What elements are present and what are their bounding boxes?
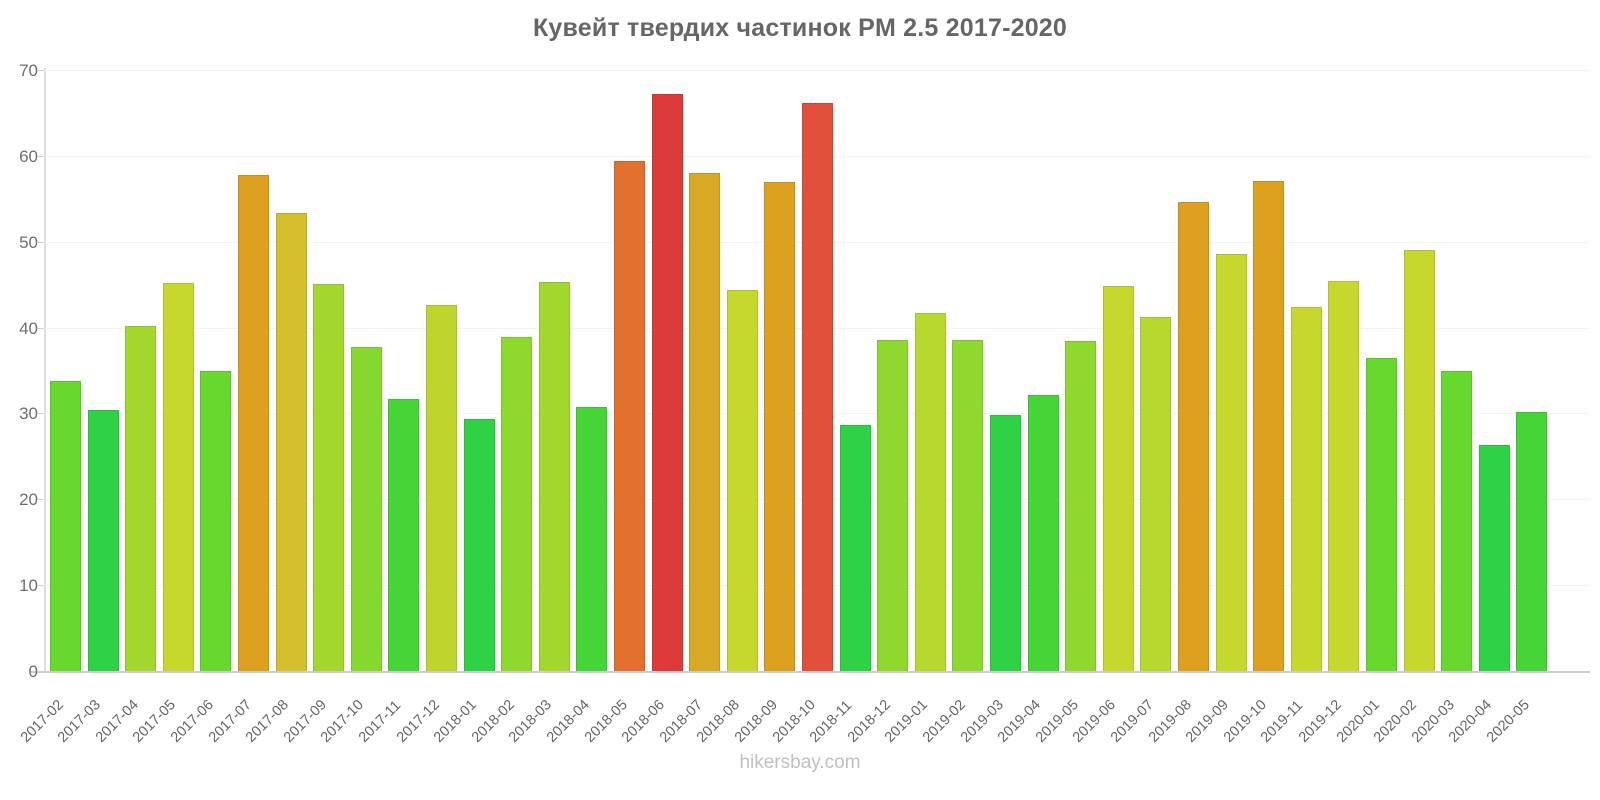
bar[interactable] [651, 94, 683, 671]
bar[interactable] [275, 213, 307, 671]
bar[interactable] [1516, 411, 1548, 671]
bar[interactable] [952, 340, 984, 671]
bar[interactable] [350, 347, 382, 671]
y-tick-label: 60 [19, 146, 38, 166]
bar[interactable] [1178, 202, 1209, 671]
y-tick-mark [37, 327, 44, 329]
bar[interactable] [463, 418, 495, 671]
plot-area: 0 10 20 30 40 50 60 70 [19, 61, 1590, 681]
bar[interactable] [313, 283, 345, 671]
bar[interactable] [538, 282, 570, 671]
y-tick-label: 70 [19, 61, 38, 80]
chart-title: Кувейт твердих частинок PM 2.5 2017-2020 [532, 14, 1068, 42]
bar[interactable] [50, 380, 81, 671]
bar[interactable] [1253, 180, 1285, 671]
bar[interactable] [877, 339, 909, 671]
y-tick-mark [37, 499, 44, 501]
bar[interactable] [1478, 445, 1510, 671]
y-tick-mark [37, 155, 44, 157]
bar[interactable] [914, 312, 946, 671]
bar[interactable] [162, 282, 194, 671]
bar[interactable] [388, 398, 420, 671]
y-tick-label: 0 [28, 662, 38, 681]
bar[interactable] [1290, 306, 1322, 671]
x-axis-line [30, 671, 1590, 673]
y-axis-line [44, 68, 46, 673]
bar[interactable] [802, 103, 833, 671]
bar[interactable] [1065, 341, 1097, 671]
bar[interactable] [990, 415, 1021, 671]
bar[interactable] [87, 410, 119, 671]
bar[interactable] [1328, 281, 1360, 671]
y-tick-label: 30 [19, 404, 38, 424]
y-tick-label: 50 [19, 232, 38, 252]
source-credit: hikersbay.com [739, 752, 861, 773]
bar[interactable] [501, 337, 533, 671]
bar[interactable] [125, 325, 157, 671]
y-tick-mark [37, 70, 44, 71]
bar[interactable] [1215, 253, 1247, 671]
gridline [44, 70, 1590, 71]
y-tick-mark [37, 671, 44, 672]
bar[interactable] [200, 371, 232, 671]
bar[interactable] [1027, 395, 1059, 671]
y-tick-mark [37, 585, 44, 587]
bar[interactable] [764, 181, 796, 671]
bar[interactable] [238, 174, 269, 671]
bar[interactable] [614, 161, 645, 671]
bar[interactable] [1140, 317, 1172, 671]
bar[interactable] [1403, 250, 1435, 671]
y-tick-label: 20 [19, 490, 38, 510]
bar[interactable] [1441, 371, 1473, 671]
bar[interactable] [576, 407, 608, 671]
y-tick-label: 10 [19, 576, 38, 596]
bar[interactable] [689, 173, 721, 671]
y-tick-mark [37, 413, 44, 415]
y-tick-label: 40 [19, 318, 38, 338]
bar[interactable] [726, 289, 758, 671]
y-tick-mark [37, 241, 44, 243]
bar[interactable] [426, 305, 457, 671]
bar[interactable] [1366, 358, 1397, 671]
bar[interactable] [839, 425, 871, 671]
bar[interactable] [1102, 286, 1134, 671]
